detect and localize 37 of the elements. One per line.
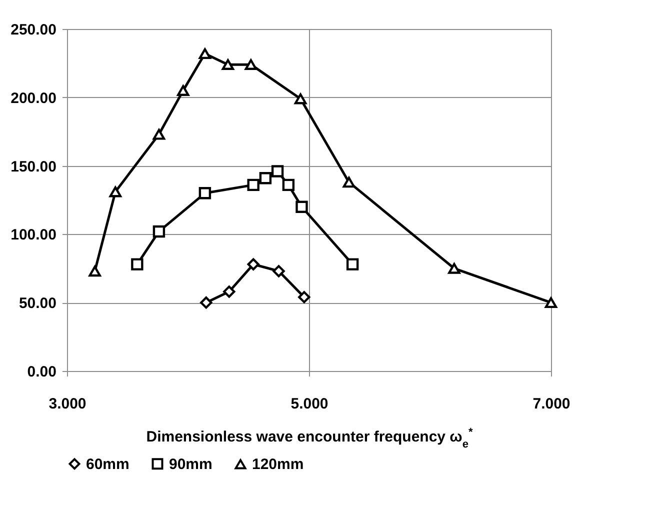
point: [346, 258, 359, 270]
point: [544, 297, 558, 308]
y-tick-label: 0.00: [27, 364, 56, 380]
legend-label: 120mm: [252, 456, 304, 474]
x-tick-label: 3.000: [48, 396, 86, 412]
y-tick-label: 150.00: [10, 158, 56, 176]
point: [247, 178, 260, 192]
point: [109, 186, 122, 198]
point: [198, 187, 212, 200]
y-tick-label: 100.00: [10, 226, 56, 244]
point: [223, 286, 236, 298]
point: [200, 296, 212, 309]
point: [247, 258, 260, 270]
point: [271, 165, 284, 178]
point: [282, 178, 295, 192]
point: [296, 200, 308, 213]
x-tick-label: 7.000: [532, 396, 570, 412]
point: [88, 266, 101, 277]
point: [152, 225, 166, 238]
legend-label: 90mm: [169, 456, 212, 473]
point: [294, 93, 307, 104]
point: [152, 128, 166, 140]
y-tick-label: 250.00: [10, 22, 56, 38]
x-tick-label: 5.000: [290, 396, 328, 412]
point: [177, 85, 190, 96]
y-tick-label: 50.00: [18, 295, 56, 312]
point: [448, 262, 460, 274]
point: [198, 48, 212, 60]
point: [244, 59, 258, 70]
point: [222, 59, 234, 70]
point: [131, 258, 144, 270]
point: [272, 265, 285, 278]
point: [298, 291, 310, 304]
point: [342, 176, 356, 188]
legend-label: 60mm: [86, 456, 130, 473]
point: [259, 172, 272, 184]
y-tick-label: 200.00: [10, 90, 56, 107]
